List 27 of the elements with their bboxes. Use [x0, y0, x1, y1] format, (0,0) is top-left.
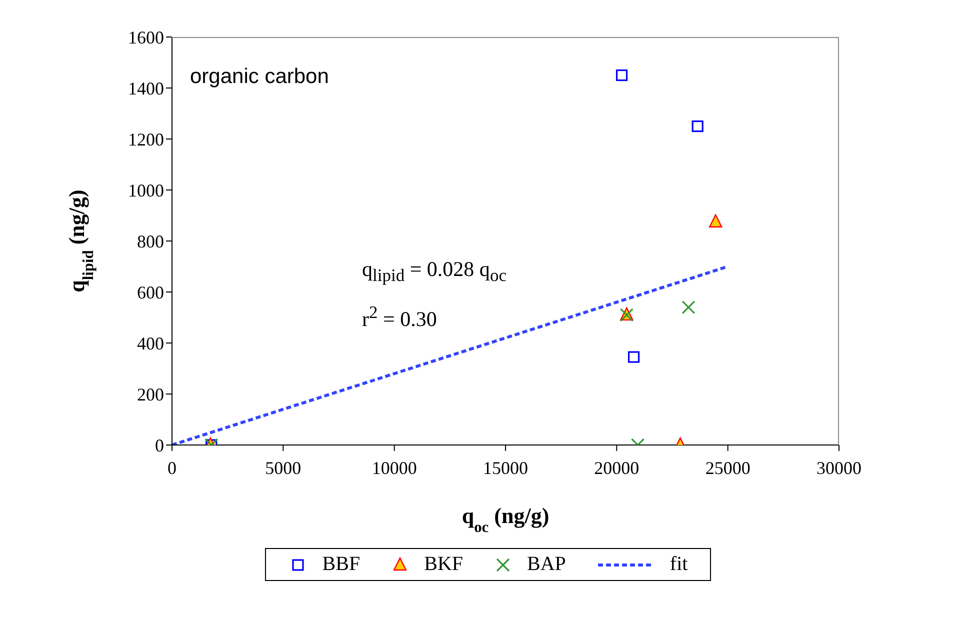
- y-tick-label: 1400: [128, 78, 164, 98]
- y-tick-label: 600: [137, 282, 164, 302]
- x-tick-label: 15000: [483, 458, 528, 478]
- legend-label: BBF: [322, 553, 360, 576]
- x-tick-label: 30000: [816, 458, 862, 478]
- y-tick-label: 0: [155, 435, 164, 456]
- annotation: q$_{lipid}$ = 0.028 q$_{oc}$: [362, 257, 506, 286]
- x-tick-label: 20000: [594, 458, 640, 478]
- point: [692, 120, 704, 132]
- legend-label: fit: [670, 553, 688, 576]
- annotation: organic carbon: [190, 65, 329, 89]
- y-tick-label: 800: [137, 231, 164, 252]
- y-tick-label: 1000: [128, 180, 164, 200]
- annotation: r$^{2}$ = 0.30: [362, 302, 437, 332]
- point: [616, 69, 628, 82]
- y-tick-label: 1200: [128, 129, 164, 150]
- x-axis-title: q$_{oc}$ (ng/g): [462, 503, 550, 536]
- y-tick-label: 1600: [128, 27, 164, 48]
- legend-label: BAP: [527, 553, 566, 576]
- y-tick-label: 200: [137, 384, 164, 404]
- y-tick-label: 400: [137, 333, 164, 354]
- point: [709, 214, 722, 228]
- x-tick-label: 10000: [372, 458, 417, 478]
- x-tick-label: 0: [168, 458, 176, 478]
- x-tick-label: 5000: [265, 458, 302, 478]
- x-tick-label: 25000: [705, 458, 750, 478]
- legend-label: BKF: [424, 553, 464, 576]
